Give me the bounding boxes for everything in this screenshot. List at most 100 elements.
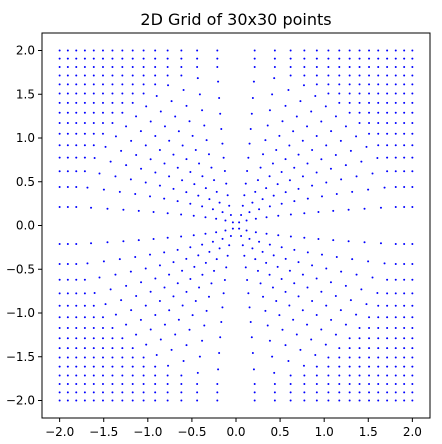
scatter-point <box>101 92 104 95</box>
scatter-point <box>58 92 61 95</box>
scatter-point <box>403 243 406 246</box>
scatter-point <box>75 156 78 159</box>
scatter-point <box>168 309 171 312</box>
scatter-point <box>66 57 69 60</box>
scatter-point <box>266 124 269 127</box>
scatter-point <box>90 242 93 245</box>
scatter-point <box>358 337 361 340</box>
scatter-point <box>58 374 61 377</box>
scatter-point <box>221 306 224 309</box>
scatter-point <box>272 254 275 257</box>
scatter-point <box>121 374 124 377</box>
scatter-point <box>377 49 380 52</box>
scatter-point <box>137 209 140 212</box>
scatter-point <box>83 391 86 394</box>
scatter-point <box>338 92 341 95</box>
scatter-point <box>371 172 374 175</box>
scatter-point <box>383 186 386 189</box>
scatter-point <box>66 101 69 104</box>
scatter-point <box>252 80 255 83</box>
scatter-point <box>125 284 128 287</box>
scatter-point <box>75 292 78 295</box>
scatter-point <box>264 309 267 312</box>
scatter-point <box>58 111 61 114</box>
scatter-point <box>315 171 318 174</box>
scatter-point <box>271 286 274 289</box>
scatter-point <box>111 365 114 368</box>
scatter-point <box>172 295 175 298</box>
scatter-point <box>246 170 249 173</box>
scatter-point <box>154 83 157 86</box>
scatter-point <box>225 182 228 185</box>
scatter-point <box>221 237 224 240</box>
scatter-point <box>315 49 318 52</box>
scatter-point <box>358 111 361 114</box>
scatter-point <box>83 170 86 173</box>
scatter-point <box>332 239 335 242</box>
scatter-point <box>83 57 86 60</box>
scatter-point <box>194 149 197 152</box>
scatter-point <box>368 122 371 124</box>
scatter-point <box>306 286 309 289</box>
scatter-point <box>246 278 249 281</box>
scatter-point <box>348 391 351 394</box>
scatter-point <box>208 250 211 253</box>
scatter-point <box>75 337 78 340</box>
scatter-point <box>191 134 194 137</box>
scatter-point <box>75 132 78 135</box>
x-axis: −2.0 −1.5 −1.0 −0.5 0.0 0.5 1.0 1.5 2.0 <box>45 418 422 439</box>
scatter-point <box>83 304 86 307</box>
scatter-point <box>358 83 361 86</box>
scatter-point <box>281 328 284 331</box>
scatter-point <box>180 213 183 216</box>
scatter-point <box>386 49 389 52</box>
scatter-point <box>249 128 252 131</box>
scatter-point <box>129 270 132 273</box>
scatter-point <box>327 57 330 60</box>
scatter-point <box>276 183 279 186</box>
scatter-point <box>329 167 332 170</box>
scatter-point <box>315 365 318 368</box>
scatter-point <box>365 145 368 148</box>
scatter-point <box>338 65 341 68</box>
scatter-point <box>355 175 358 178</box>
scatter-point <box>358 327 361 329</box>
scatter-point <box>196 399 199 402</box>
scatter-point <box>358 65 361 68</box>
scatter-point <box>154 134 157 137</box>
scatter-point <box>111 65 114 68</box>
scatter-point <box>180 391 183 394</box>
scatter-point <box>403 144 406 147</box>
scatter-point <box>386 356 389 359</box>
scatter-point <box>196 57 199 60</box>
scatter-point <box>358 383 361 386</box>
scatter-point <box>101 57 104 60</box>
scatter-point <box>75 144 78 147</box>
scatter-point <box>268 339 271 342</box>
scatter-point <box>289 391 292 394</box>
y-tick-label: −0.5 <box>6 262 35 276</box>
scatter-point <box>218 352 221 355</box>
scatter-point <box>358 347 361 350</box>
scatter-point <box>302 364 305 367</box>
scatter-point <box>327 391 330 394</box>
scatter-point <box>377 399 380 402</box>
scatter-point <box>377 383 380 386</box>
scatter-point <box>268 273 271 276</box>
scatter-point <box>394 101 397 104</box>
scatter-point <box>58 74 61 77</box>
scatter-point <box>348 111 351 114</box>
scatter-point <box>339 309 342 312</box>
scatter-point <box>251 352 254 355</box>
scatter-point <box>142 65 145 68</box>
scatter-point <box>135 333 138 336</box>
scatter-point <box>75 205 78 208</box>
scatter-point <box>131 391 134 394</box>
scatter-point <box>315 57 318 60</box>
scatter-point <box>134 255 137 258</box>
y-tick-label: 0.0 <box>16 219 35 233</box>
scatter-point <box>166 49 169 52</box>
scatter-point <box>411 316 414 319</box>
scatter-point <box>92 122 95 124</box>
scatter-point <box>293 166 296 169</box>
